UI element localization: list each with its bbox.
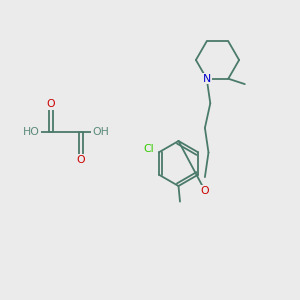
Text: O: O [201, 186, 209, 196]
Text: Cl: Cl [143, 144, 154, 154]
Text: N: N [202, 74, 211, 84]
Text: O: O [77, 155, 85, 165]
Text: OH: OH [92, 127, 109, 137]
Text: HO: HO [23, 127, 40, 137]
Text: O: O [47, 99, 55, 109]
